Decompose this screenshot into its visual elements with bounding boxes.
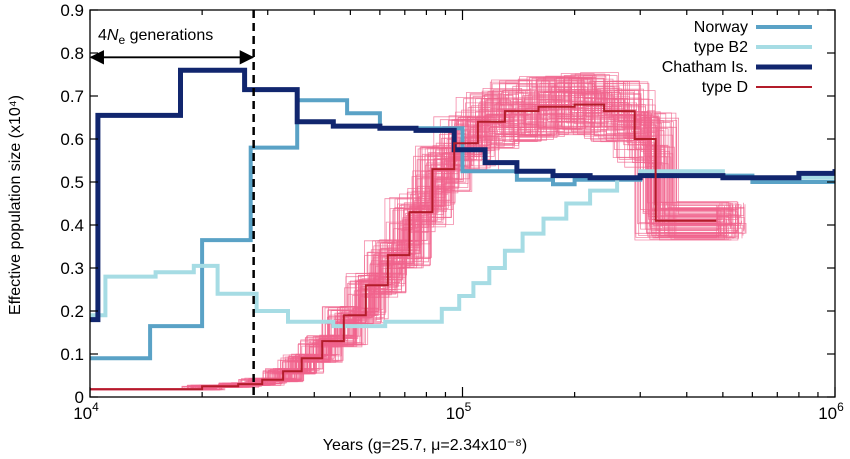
bootstrap-replicate-line — [90, 97, 733, 390]
legend: Norway type B2 Chatham Is. type D — [662, 19, 812, 96]
y-tick-label: 0.9 — [60, 1, 84, 20]
y-tick-label: 0 — [75, 388, 84, 407]
x-tick-label: 105 — [446, 400, 472, 423]
series-lines — [90, 67, 835, 391]
generations-annotation: 4Ne generations — [89, 10, 255, 397]
y-tick-label: 0.6 — [60, 130, 84, 149]
y-tick-label: 0.7 — [60, 87, 84, 106]
y-axis-title: Effective population size (x10⁴) — [7, 95, 24, 315]
legend-label: Norway — [694, 19, 748, 36]
y-tick-label: 0.3 — [60, 259, 84, 278]
bootstrap-replicate-line — [90, 91, 723, 390]
bootstrap-replicate-line — [90, 97, 737, 391]
y-tick-label: 0.8 — [60, 44, 84, 63]
generations-label: 4Ne generations — [98, 27, 213, 47]
y-tick-label: 0.4 — [60, 216, 84, 235]
axis-ticks: 0 0.1 0.2 0.3 0.4 0.5 0.6 0.7 0.8 0.9 104 105 106 — [60, 1, 844, 423]
bootstrap-replicate-line — [90, 91, 721, 390]
series-line-type-b2 — [90, 169, 835, 329]
bootstrap-replicate-line — [90, 75, 718, 390]
y-tick-label: 0.5 — [60, 173, 84, 192]
y-tick-label: 0.2 — [60, 302, 84, 321]
bootstrap-replicates — [90, 72, 747, 391]
y-tick-label: 0.1 — [60, 345, 84, 364]
bootstrap-replicate-line — [90, 77, 732, 390]
x-axis-title: Years (g=25.7, μ=2.34x10⁻⁸) — [323, 437, 527, 454]
legend-label: type B2 — [694, 39, 748, 56]
bootstrap-replicate-line — [90, 94, 739, 390]
x-tick-label: 104 — [73, 400, 99, 423]
legend-label: type D — [702, 79, 748, 96]
x-tick-label: 106 — [818, 400, 844, 423]
legend-label: Chatham Is. — [662, 59, 748, 76]
series-line-type-d — [90, 103, 717, 391]
